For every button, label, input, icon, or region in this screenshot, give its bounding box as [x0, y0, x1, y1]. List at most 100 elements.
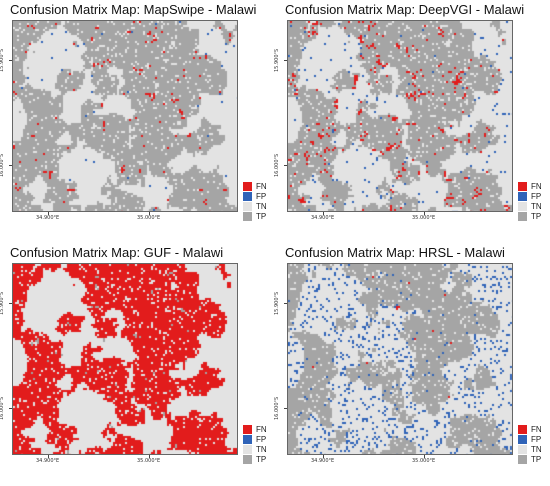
y-tick	[9, 165, 12, 166]
legend-swatch	[518, 191, 527, 201]
legend-swatch	[243, 211, 252, 221]
legend: FN FP TN TP	[243, 424, 267, 464]
confusion-map	[287, 20, 513, 212]
legend: FN FP TN TP	[243, 181, 267, 221]
legend-swatch	[243, 201, 252, 211]
y-tick	[284, 60, 287, 61]
legend-item-fp: FP	[518, 434, 542, 444]
x-axis-label: 35.000°E	[412, 458, 436, 464]
x-tick	[149, 212, 150, 215]
panel-hrsl: Confusion Matrix Map: HRSL - Malawi 15.9…	[274, 243, 550, 486]
y-tick	[9, 60, 12, 61]
legend-item-tn: TN	[243, 201, 267, 211]
legend-item-fn: FN	[518, 424, 542, 434]
panel-guf: Confusion Matrix Map: GUF - Malawi 15.90…	[0, 243, 275, 486]
legend-label: TP	[531, 211, 542, 221]
x-tick	[48, 455, 49, 458]
legend-item-fn: FN	[518, 181, 542, 191]
panel-title: Confusion Matrix Map: DeepVGI - Malawi	[285, 2, 525, 17]
map-raster	[13, 21, 237, 211]
y-axis-label: 16.000°S	[274, 396, 280, 420]
panel-deepvgi: Confusion Matrix Map: DeepVGI - Malawi 1…	[274, 0, 550, 243]
panel-mapswipe: Confusion Matrix Map: MapSwipe - Malawi …	[0, 0, 275, 243]
legend: FN FP TN TP	[518, 181, 542, 221]
legend-label: FP	[256, 191, 267, 201]
legend-item-tp: TP	[243, 454, 267, 464]
y-axis-label: 16.000°S	[274, 153, 280, 177]
legend-label: FN	[256, 181, 267, 191]
y-tick	[284, 303, 287, 304]
legend-label: TP	[531, 454, 542, 464]
legend-label: TN	[531, 201, 542, 211]
map-raster	[288, 21, 512, 211]
map-raster	[13, 264, 237, 454]
legend-item-fp: FP	[243, 191, 267, 201]
legend-item-tp: TP	[243, 211, 267, 221]
x-axis-label: 35.000°E	[137, 215, 161, 221]
confusion-map	[287, 263, 513, 455]
x-tick	[48, 212, 49, 215]
x-tick	[323, 212, 324, 215]
legend-swatch	[518, 211, 527, 221]
legend: FN FP TN TP	[518, 424, 542, 464]
x-tick	[323, 455, 324, 458]
legend-label: TN	[531, 444, 542, 454]
x-tick	[149, 455, 150, 458]
legend-swatch	[243, 454, 252, 464]
panel-title: Confusion Matrix Map: GUF - Malawi	[10, 245, 224, 260]
x-tick	[424, 455, 425, 458]
legend-item-fn: FN	[243, 424, 267, 434]
legend-item-tn: TN	[243, 444, 267, 454]
y-axis-label: 16.000°S	[0, 153, 5, 177]
y-axis-label: 15.900°S	[274, 48, 280, 72]
legend-item-fn: FN	[243, 181, 267, 191]
x-axis-label: 35.000°E	[137, 458, 161, 464]
legend-item-tn: TN	[518, 444, 542, 454]
legend-swatch	[518, 181, 527, 191]
legend-label: FN	[531, 181, 542, 191]
legend-swatch	[243, 191, 252, 201]
legend-swatch	[518, 454, 527, 464]
x-axis-label: 34.900°E	[36, 458, 60, 464]
legend-item-tp: TP	[518, 211, 542, 221]
legend-swatch	[518, 434, 527, 444]
x-tick	[424, 212, 425, 215]
legend-item-tn: TN	[518, 201, 542, 211]
legend-label: TP	[256, 454, 267, 464]
y-tick	[284, 408, 287, 409]
confusion-map	[12, 263, 238, 455]
legend-swatch	[518, 444, 527, 454]
legend-swatch	[243, 424, 252, 434]
legend-label: FP	[531, 434, 542, 444]
x-axis-label: 34.900°E	[36, 215, 60, 221]
x-axis-label: 35.000°E	[412, 215, 436, 221]
confusion-map	[12, 20, 238, 212]
legend-swatch	[518, 424, 527, 434]
legend-label: FN	[531, 424, 542, 434]
legend-label: TN	[256, 444, 267, 454]
legend-label: FP	[256, 434, 267, 444]
y-tick	[9, 408, 12, 409]
legend-swatch	[243, 181, 252, 191]
x-axis-label: 34.900°E	[311, 215, 335, 221]
map-raster	[288, 264, 512, 454]
legend-item-fp: FP	[243, 434, 267, 444]
panel-title: Confusion Matrix Map: MapSwipe - Malawi	[10, 2, 257, 17]
legend-item-fp: FP	[518, 191, 542, 201]
legend-swatch	[243, 444, 252, 454]
legend-label: TP	[256, 211, 267, 221]
x-axis-label: 34.900°E	[311, 458, 335, 464]
legend-swatch	[518, 201, 527, 211]
y-axis-label: 15.900°S	[274, 291, 280, 315]
legend-label: FN	[256, 424, 267, 434]
legend-swatch	[243, 434, 252, 444]
y-axis-label: 15.900°S	[0, 48, 5, 72]
y-tick	[9, 303, 12, 304]
legend-item-tp: TP	[518, 454, 542, 464]
y-tick	[284, 165, 287, 166]
y-axis-label: 15.900°S	[0, 291, 5, 315]
y-axis-label: 16.000°S	[0, 396, 5, 420]
legend-label: FP	[531, 191, 542, 201]
panel-title: Confusion Matrix Map: HRSL - Malawi	[285, 245, 505, 260]
legend-label: TN	[256, 201, 267, 211]
